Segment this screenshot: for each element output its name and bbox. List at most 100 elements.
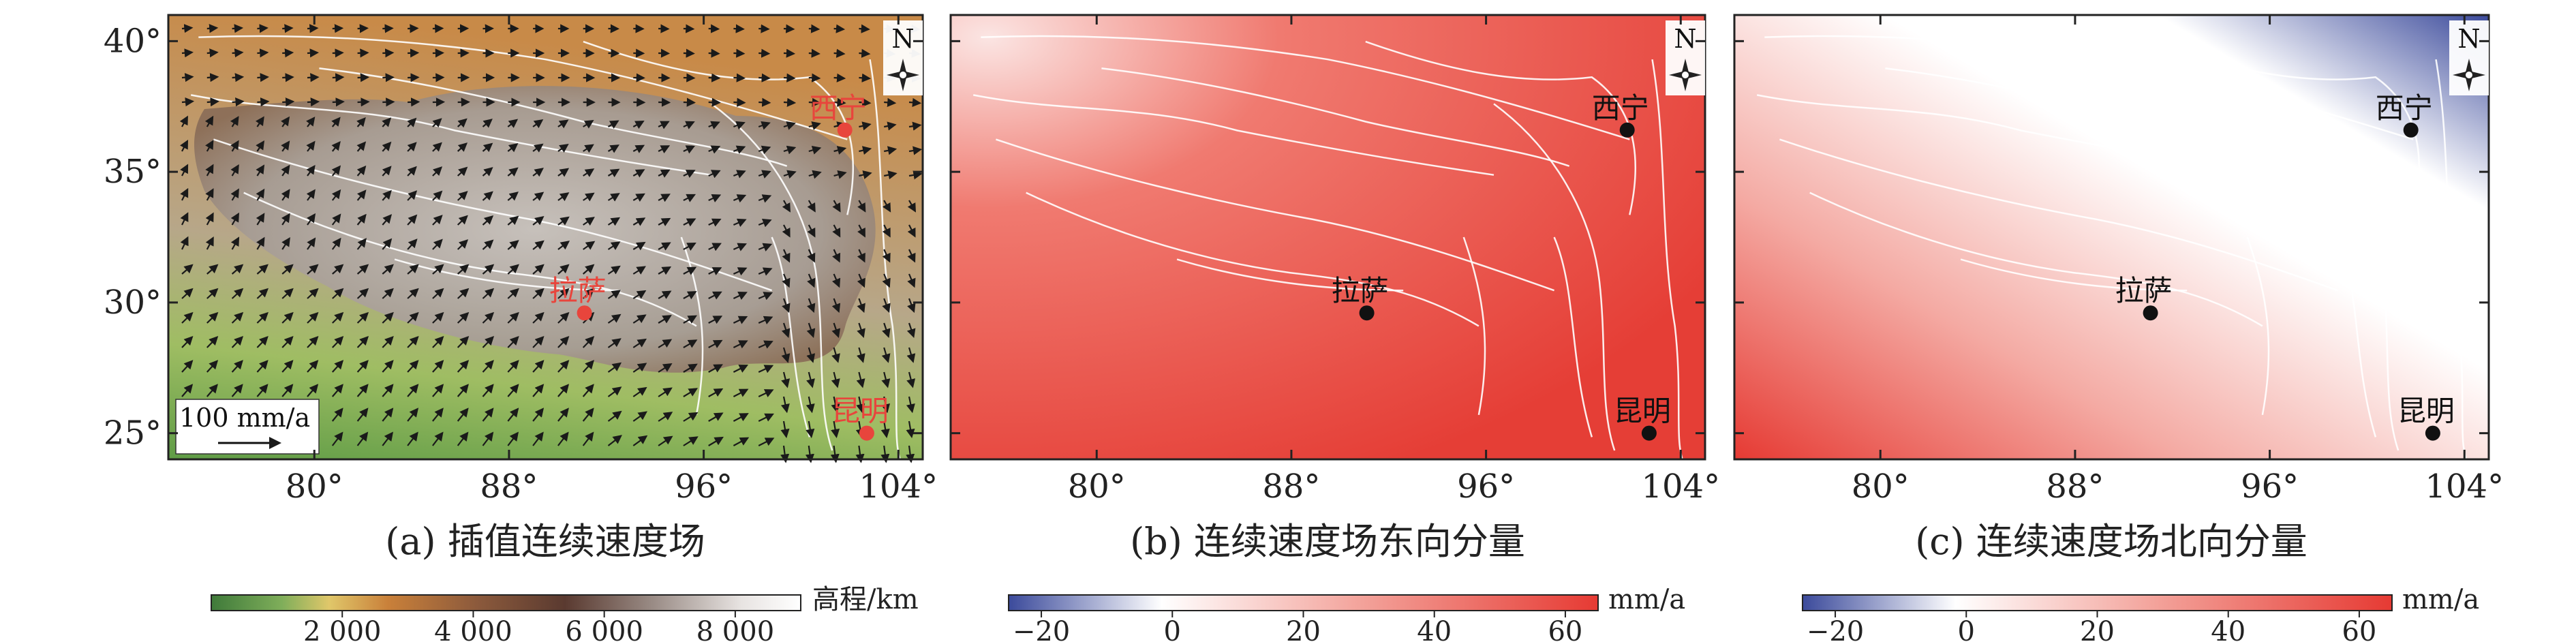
east-velocity-surface <box>951 15 1705 459</box>
velocity-arrow <box>758 438 775 446</box>
caption-a: (a) 插值连续速度场 <box>385 520 705 563</box>
velocity-arrow <box>331 360 344 373</box>
velocity-arrow <box>232 48 244 58</box>
city-label: 西宁 <box>2376 91 2433 125</box>
fault-line <box>1493 103 1616 451</box>
velocity-arrow <box>331 117 341 127</box>
velocity-arrow <box>658 145 671 154</box>
velocity-arrow <box>281 264 294 275</box>
velocity-arrow <box>332 288 344 299</box>
velocity-arrow <box>457 239 469 250</box>
velocity-arrow <box>557 144 569 153</box>
velocity-arrow <box>306 117 316 127</box>
velocity-arrow <box>180 164 189 177</box>
colorbar-unit: mm/a <box>1608 584 1685 615</box>
velocity-arrow <box>307 360 319 373</box>
north-arrow: N <box>2449 20 2489 95</box>
velocity-arrow <box>281 360 294 373</box>
velocity-arrow <box>382 238 393 250</box>
velocity-arrow <box>733 437 750 446</box>
velocity-arrow <box>256 236 265 250</box>
velocity-arrow <box>683 388 699 397</box>
velocity-arrow <box>884 121 897 131</box>
velocity-arrow <box>357 48 369 58</box>
velocity-arrow <box>507 360 519 373</box>
fault-line <box>1026 191 1479 327</box>
velocity-arrow <box>557 119 569 129</box>
velocity-arrow <box>232 24 244 33</box>
velocity-arrow <box>307 384 319 397</box>
velocity-arrow <box>832 224 841 238</box>
velocity-arrow <box>758 365 774 373</box>
velocity-arrow <box>432 311 444 324</box>
velocity-arrow <box>206 336 219 348</box>
velocity-arrow <box>457 215 468 226</box>
velocity-arrow <box>758 267 773 276</box>
velocity-arrow <box>658 290 672 299</box>
velocity-arrow <box>882 249 891 263</box>
velocity-arrow <box>557 288 570 299</box>
velocity-arrow <box>607 168 620 178</box>
velocity-arrow <box>532 360 545 373</box>
velocity-arrow <box>607 265 621 275</box>
fault-lines <box>972 35 1683 460</box>
velocity-arrow <box>882 273 891 288</box>
velocity-arrow <box>482 119 493 128</box>
velocity-arrow <box>708 364 723 373</box>
velocity-arrow <box>282 73 294 82</box>
velocity-arrow <box>783 97 797 107</box>
velocity-arrow <box>557 360 570 373</box>
velocity-arrow <box>607 338 622 348</box>
city-marker <box>837 122 853 138</box>
velocity-arrow <box>181 264 194 275</box>
velocity-arrow <box>881 371 891 388</box>
velocity-arrow <box>658 387 673 397</box>
velocity-arrow <box>407 311 419 324</box>
velocity-arrow <box>356 288 369 299</box>
velocity-arrow <box>683 339 698 348</box>
velocity-arrow <box>807 249 816 263</box>
city-marker <box>2143 305 2158 321</box>
north-velocity-colorbar: mm/a −20 0 20 40 60 <box>1802 584 2479 644</box>
x-tick-label: 88° <box>2046 467 2104 506</box>
velocity-arrow <box>632 386 647 397</box>
colorbar-tick-label: 0 <box>1958 616 1975 644</box>
fault-line <box>972 94 1494 176</box>
velocity-arrow <box>832 200 841 213</box>
velocity-arrow <box>607 362 622 373</box>
velocity-arrow <box>532 240 545 250</box>
fault-line <box>1462 236 1486 416</box>
velocity-arrow <box>831 396 840 414</box>
x-tick-label: 96° <box>1457 467 1515 506</box>
velocity-arrow <box>758 145 771 155</box>
velocity-arrow <box>881 347 891 363</box>
velocity-arrow <box>733 340 748 349</box>
velocity-arrow <box>331 237 341 250</box>
colorbar-tick-label: −20 <box>1807 616 1864 644</box>
velocity-arrow <box>382 408 394 422</box>
velocity-arrow <box>231 384 243 397</box>
velocity-arrow <box>356 141 367 152</box>
velocity-arrow <box>181 48 194 58</box>
city-marker <box>2403 122 2419 138</box>
velocity-arrow <box>382 311 394 324</box>
velocity-arrow <box>583 168 595 177</box>
velocity-arrow <box>658 266 672 275</box>
velocity-arrow <box>632 338 647 348</box>
velocity-arrow <box>632 144 645 153</box>
velocity-arrow <box>331 384 343 397</box>
velocity-arrow <box>307 213 316 226</box>
velocity-arrow <box>831 347 840 363</box>
velocity-arrow <box>507 167 519 177</box>
colorbar-unit: 高程/km <box>812 584 919 615</box>
velocity-arrow <box>882 200 891 213</box>
velocity-arrow <box>856 347 865 363</box>
velocity-arrow <box>482 336 495 348</box>
velocity-arrow <box>256 264 269 275</box>
velocity-arrow <box>407 166 417 177</box>
velocity-arrow <box>880 420 890 438</box>
velocity-arrow <box>882 298 891 313</box>
